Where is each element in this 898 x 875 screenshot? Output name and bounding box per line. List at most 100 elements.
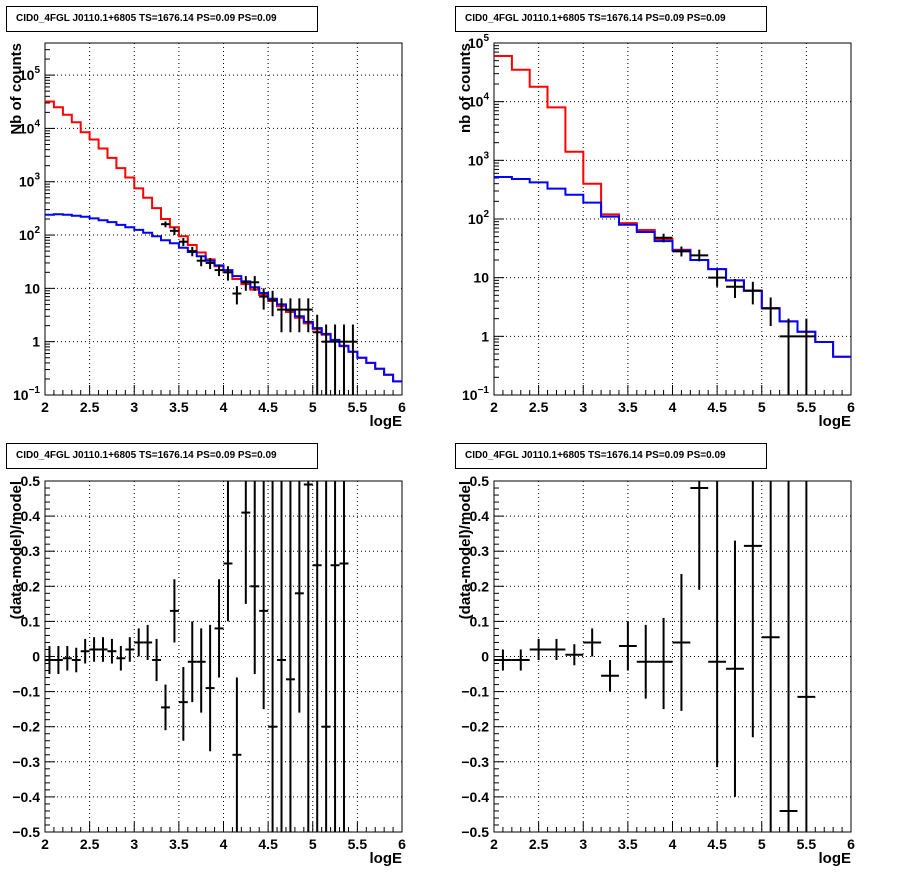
y-tick-label: 0.4 [21,508,41,524]
y-tick-label: 0.3 [21,543,41,559]
data-point [654,233,673,243]
x-tick-label: 4 [220,399,228,415]
data-point [268,481,278,832]
data-point [726,540,744,797]
plot-data [494,481,816,832]
y-tick-label: 105 [19,65,41,83]
x-tick-label: 6 [398,399,406,415]
x-tick-label: 3.5 [169,399,189,415]
data-point [511,649,530,671]
data-point [134,628,144,657]
y-tick-label: 0 [481,649,489,665]
y-tick-label: 10 [473,270,489,286]
data-point [250,481,260,675]
x-tick-label: 4.5 [258,836,278,852]
y-tick-label: 10−1 [13,385,40,403]
y-tick-label: 1 [481,328,489,344]
data-point [196,628,206,713]
data-point [321,481,331,832]
data-point [187,246,197,257]
x-tick-label: 6 [847,836,855,852]
x-tick-label: 5.5 [348,399,368,415]
data-point [89,637,99,662]
data-point [169,579,179,643]
data-point [205,258,215,270]
plot-data [494,55,851,395]
data-point [178,667,188,741]
y-tick-label: 0.3 [470,543,490,559]
y-tick-label: 104 [19,118,41,136]
data-point [214,264,224,277]
y-tick-label: −0.1 [12,684,40,700]
x-tick-label: 3.5 [618,399,638,415]
data-point [672,574,691,711]
x-tick-label: 2 [41,836,49,852]
data-point [277,298,286,333]
x-tick-label: 3 [579,399,587,415]
y-tick-label: −0.2 [461,719,489,735]
x-axis-label: logE [370,413,403,430]
data-point [62,645,72,671]
data-point [223,481,233,622]
x-tick-label: 3 [579,836,587,852]
panel-title-2: CID0_4FGL J0110.1+6805 TS=1676.14 PS=0.0… [455,6,767,32]
data-point [205,624,215,752]
x-tick-label: 6 [398,836,406,852]
data-point [312,481,322,832]
data-point [161,221,170,228]
data-point [690,249,709,262]
data-point [178,238,188,247]
y-tick-label: 103 [19,172,41,190]
data-point [601,660,619,692]
data-point [53,645,63,675]
data-point [250,276,260,291]
data-point [214,579,224,678]
data-point [285,298,295,333]
x-axis-label: logE [819,850,852,867]
y-tick-label: 0.2 [21,578,41,594]
x-tick-label: 2.5 [80,399,100,415]
y-tick-label: 0.4 [470,508,490,524]
x-tick-label: 2.5 [529,836,549,852]
y-tick-label: −0.1 [461,684,489,700]
data-point [232,677,242,832]
x-tick-label: 3 [130,836,138,852]
data-point [143,624,153,661]
y-tick-label: 0.5 [21,473,41,489]
x-tick-label: 5 [309,836,317,852]
data-point [761,297,780,327]
data-point [241,276,251,291]
data-point [708,481,727,768]
y-tick-label: −0.5 [12,824,40,840]
data-point [618,621,637,671]
x-tick-label: 5 [309,399,317,415]
data-point [529,638,548,661]
y-tick-label: 0.2 [470,578,490,594]
data-point [268,290,278,317]
y-axis-label: (data-model)/model [8,481,25,619]
data-point [339,481,349,832]
data-point [294,298,304,333]
data-point [116,645,126,671]
data-point [743,281,762,305]
y-axis-label: nb of counts [457,43,474,133]
data-point [330,324,340,395]
y-tick-label: 0.1 [21,613,41,629]
panel-title-1: CID0_4FGL J0110.1+6805 TS=1676.14 PS=0.0… [6,6,318,32]
data-point [636,624,655,699]
data-point [779,318,798,395]
y-tick-label: −0.5 [461,824,489,840]
data-point [565,644,584,666]
data-point [303,481,313,832]
data-point [708,270,727,287]
y-tick-label: −0.4 [12,789,40,805]
y-axis-label: Nb of counts [8,43,25,135]
x-axis-label: logE [370,850,403,867]
data-point [80,638,90,664]
x-tick-label: 2 [41,399,49,415]
data-point [726,278,744,299]
plot-data [45,100,402,395]
data-point [152,638,162,682]
